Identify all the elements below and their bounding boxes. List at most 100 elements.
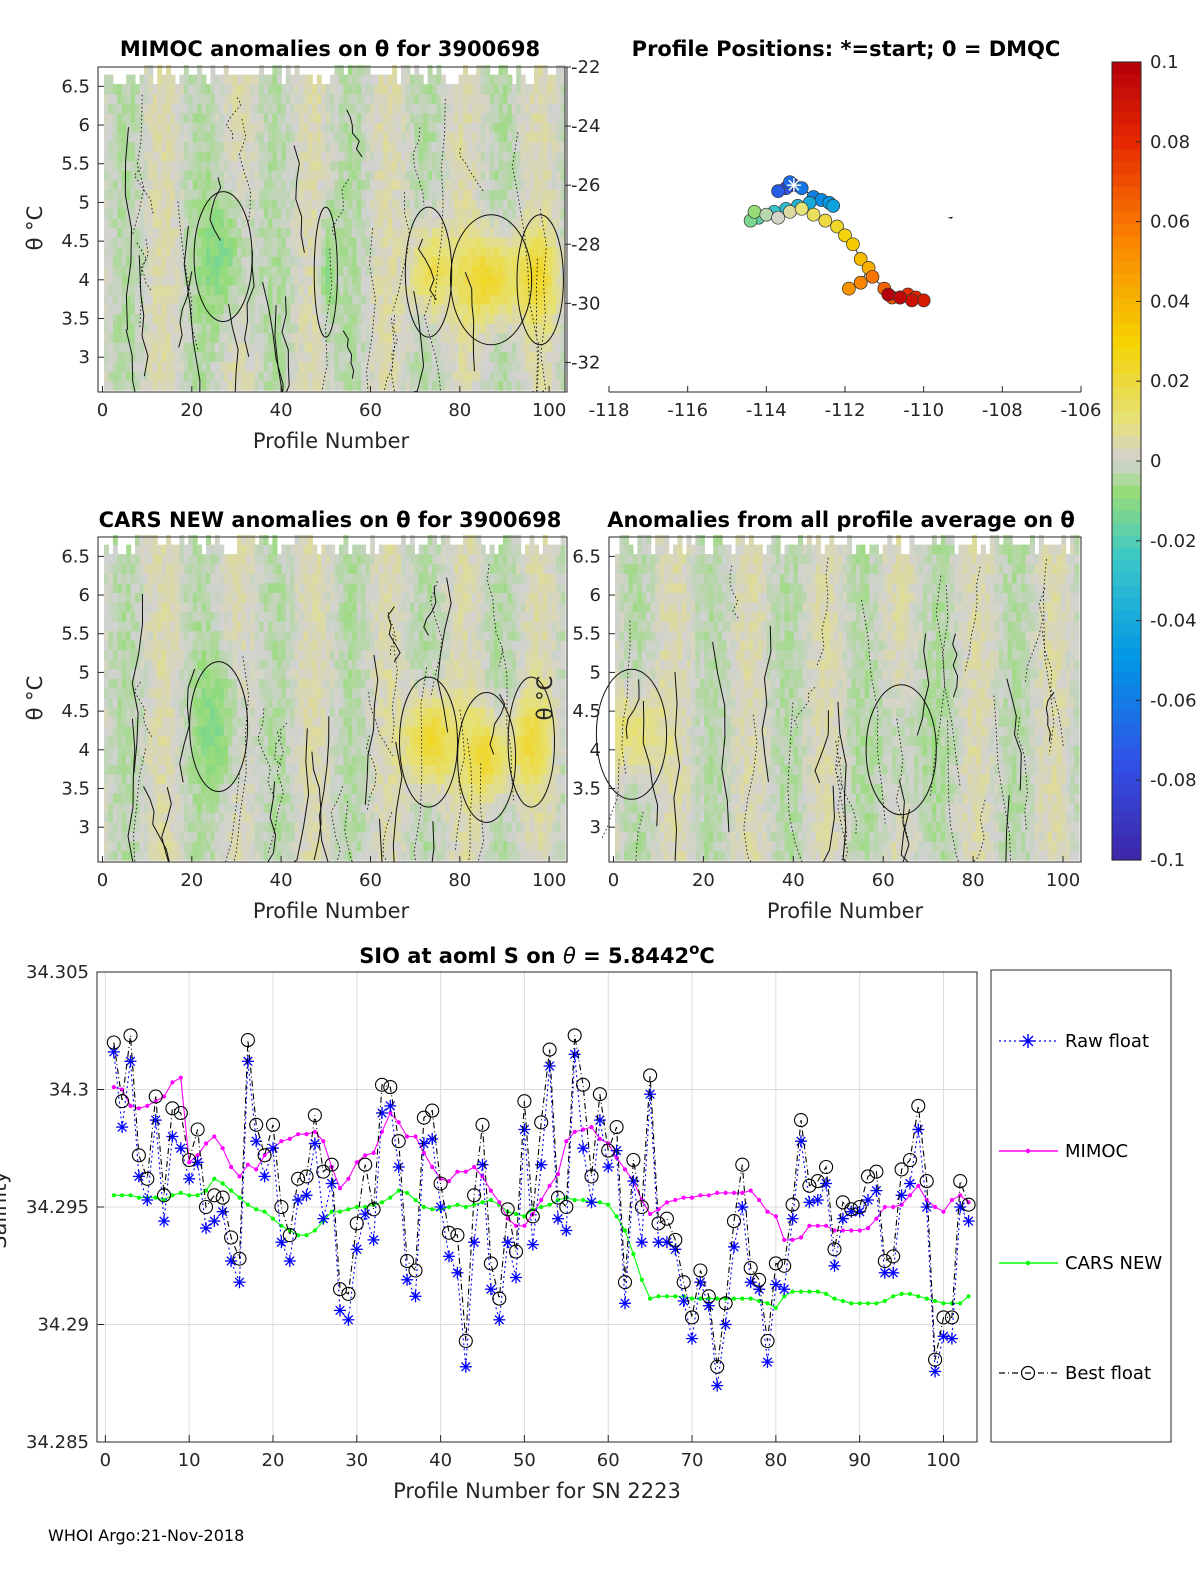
heatmap-cell [303, 170, 309, 181]
heatmap-cell [551, 112, 557, 123]
heatmap-cell [117, 323, 123, 334]
heatmap-cell [471, 93, 477, 104]
heatmap-cell [489, 256, 495, 267]
heatmap-cell [250, 601, 256, 613]
heatmap-cell [170, 74, 176, 85]
heatmap-cell [494, 361, 500, 372]
heatmap-cell [378, 332, 384, 343]
heatmap-cell [330, 237, 336, 248]
heatmap-cell [449, 141, 455, 152]
heatmap-cell [285, 840, 291, 852]
heatmap-cell [467, 198, 473, 209]
heatmap-cell [259, 323, 265, 334]
heatmap-cell [276, 294, 282, 305]
heatmap-cell [263, 831, 269, 842]
heatmap-cell [449, 323, 455, 334]
heatmap-cell [272, 726, 278, 737]
heatmap-cell [152, 323, 158, 334]
heatmap-cell [254, 160, 260, 171]
heatmap-cell [263, 103, 269, 114]
heatmap-cell [179, 601, 185, 613]
heatmap-cell [498, 198, 504, 209]
heatmap-cell [294, 707, 300, 718]
heatmap-cell [476, 217, 482, 229]
heatmap-cell [139, 122, 145, 133]
heatmap-cell [396, 351, 402, 362]
heatmap-cell [237, 754, 242, 766]
heatmap-cell [502, 131, 508, 143]
heatmap-cell [201, 284, 207, 296]
heatmap-cell [183, 554, 189, 565]
heatmap-cell [201, 726, 207, 737]
heatmap-cell [392, 370, 398, 382]
heatmap-cell [440, 332, 446, 343]
heatmap-cell [436, 84, 442, 95]
heatmap-cell [130, 707, 136, 718]
heatmap-cell [281, 697, 287, 708]
heatmap-cell [192, 122, 198, 133]
heatmap-cell [409, 179, 415, 190]
contour-line [392, 192, 410, 312]
heatmap-cell [259, 592, 265, 603]
heatmap-cell [449, 313, 455, 324]
heatmap-cell [237, 554, 242, 565]
heatmap-cell [228, 189, 234, 200]
heatmap-cell [241, 601, 247, 613]
heatmap-cell [170, 802, 176, 813]
heatmap-cell [245, 112, 251, 123]
heatmap-cell [135, 284, 140, 296]
heatmap-cell [188, 361, 194, 372]
heatmap-cell [130, 179, 136, 190]
heatmap-cell [179, 198, 185, 209]
heatmap-cell [303, 112, 309, 123]
heatmap-cell [179, 764, 185, 775]
heatmap-cell [303, 141, 309, 152]
heatmap-cell [299, 160, 304, 171]
heatmap-cell [121, 361, 127, 372]
heatmap-cell [192, 103, 198, 114]
heatmap-cell [551, 93, 557, 104]
heatmap-cell [223, 611, 229, 622]
heatmap-cell [241, 304, 247, 315]
heatmap-cell [259, 601, 265, 613]
heatmap-cell [516, 380, 522, 391]
heatmap-cell [263, 237, 269, 248]
heatmap-cell [126, 342, 132, 353]
heatmap-cell [263, 707, 269, 718]
heatmap-cell [440, 361, 446, 372]
heatmap-cell [121, 687, 127, 699]
heatmap-cell [117, 160, 123, 171]
heatmap-cell [476, 122, 482, 133]
heatmap-cell [316, 265, 322, 276]
heatmap-cell [330, 131, 336, 143]
heatmap-cell [547, 189, 553, 200]
heatmap-cell [179, 122, 185, 133]
heatmap-cell [307, 217, 313, 229]
heatmap-cell [161, 611, 167, 622]
heatmap-cell [148, 621, 154, 632]
heatmap-cell [436, 237, 442, 248]
heatmap-cell [117, 141, 123, 152]
heatmap-cell [423, 256, 429, 267]
heatmap-cell [197, 726, 203, 737]
heatmap-cell [418, 275, 424, 286]
heatmap-cell [440, 351, 446, 362]
heatmap-cell [485, 93, 491, 104]
heatmap-cell [121, 103, 127, 114]
heatmap-cell [148, 323, 154, 334]
heatmap-cell [161, 304, 167, 315]
heatmap-cell [560, 84, 566, 95]
heatmap-cell [263, 265, 269, 276]
heatmap-cell [130, 630, 136, 641]
heatmap-cell [409, 294, 415, 305]
heatmap-cell [143, 170, 149, 181]
heatmap-cell [281, 850, 287, 861]
heatmap-cell [396, 160, 402, 171]
heatmap-cell [467, 342, 473, 353]
heatmap-cell [166, 265, 172, 276]
heatmap-cell [263, 256, 269, 267]
heatmap-cell [387, 237, 393, 248]
heatmap-cell [316, 351, 322, 362]
heatmap-cell [161, 687, 167, 699]
